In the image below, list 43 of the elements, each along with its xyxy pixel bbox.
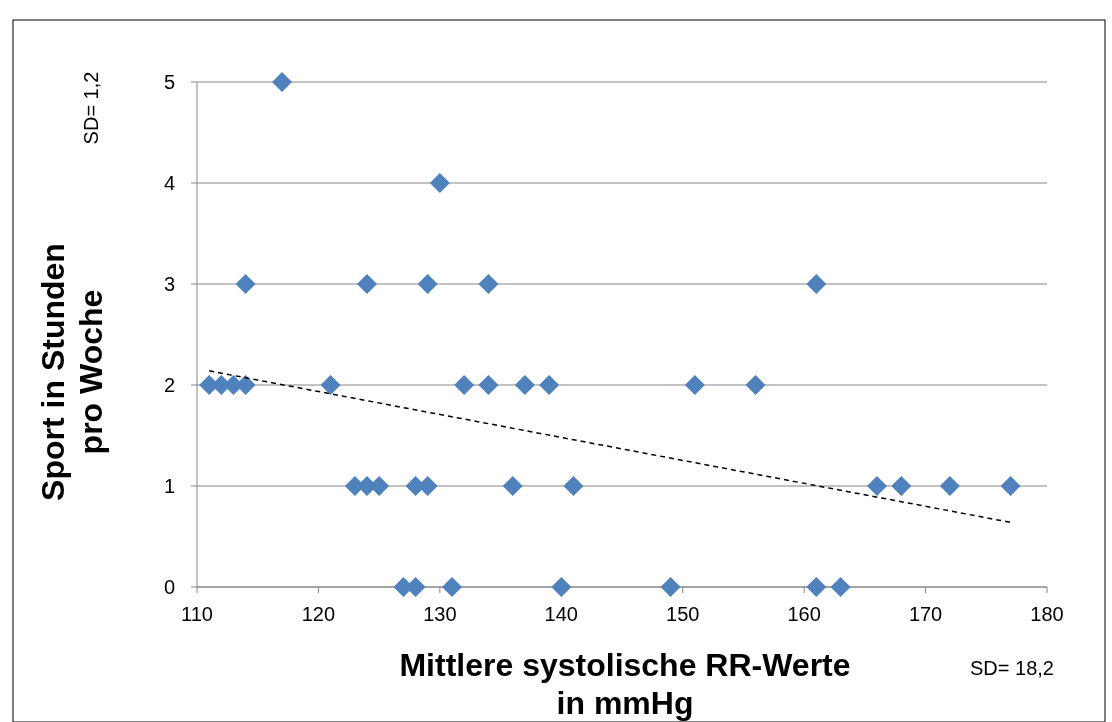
point	[745, 375, 766, 395]
text: SD= 18,2	[970, 657, 1054, 679]
point	[272, 72, 292, 92]
point	[539, 375, 560, 395]
point	[320, 375, 341, 395]
y-tick-label: 0	[163, 576, 175, 598]
y-axis-title: Sport in Stunden pro Woche	[35, 243, 109, 501]
point	[1000, 476, 1021, 496]
y-tick-label: 5	[163, 71, 175, 93]
point	[660, 577, 681, 597]
y-tick-label: 1	[163, 475, 175, 497]
point	[806, 577, 827, 597]
point	[502, 476, 523, 496]
point	[454, 375, 475, 395]
point	[514, 375, 535, 395]
point	[830, 577, 851, 597]
x-tick-label: 170	[908, 603, 943, 625]
x-tick-label: 160	[787, 603, 821, 625]
point	[442, 577, 462, 597]
y-tick-label: 2	[163, 374, 175, 396]
x-tick-label: 140	[544, 603, 578, 625]
point	[551, 577, 572, 597]
point	[235, 274, 256, 294]
x-axis-title: Mittlere systolische RR-Werte in mmHg	[399, 647, 851, 721]
point	[891, 476, 912, 496]
y-tick-label: 3	[163, 273, 175, 295]
point	[478, 375, 499, 395]
x-tick-label: 120	[301, 603, 336, 625]
point	[867, 476, 887, 496]
text: SD= 1,2	[80, 71, 102, 145]
x-tick-label: 150	[666, 603, 700, 625]
point	[417, 274, 438, 294]
x-tick-label: 110	[181, 603, 213, 625]
x-tick-label: 130	[423, 603, 457, 625]
point	[806, 274, 827, 294]
point	[357, 274, 377, 294]
x-tick-label: 180	[1030, 603, 1064, 625]
point	[563, 476, 584, 496]
point	[478, 274, 499, 294]
point	[684, 375, 705, 395]
point	[429, 173, 450, 193]
point	[939, 476, 960, 496]
y-tick-label: 4	[163, 172, 175, 194]
